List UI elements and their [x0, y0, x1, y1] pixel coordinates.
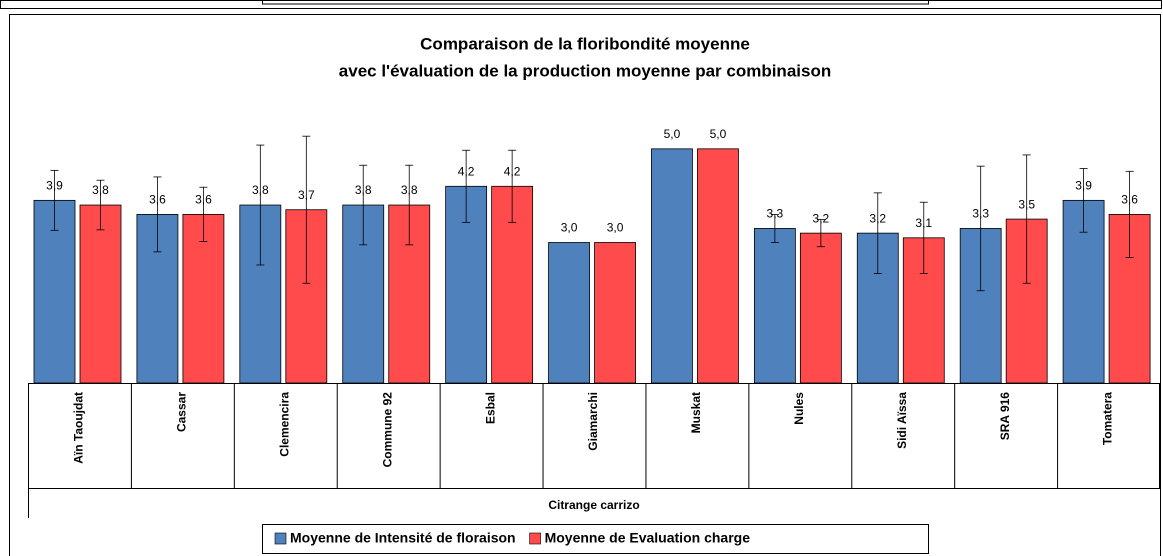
x-tick-label: Sidi Aïssa	[895, 392, 909, 449]
value-label: 3,6	[1121, 193, 1138, 207]
chart-subtitle: avec l'évaluation de la production moyen…	[339, 61, 831, 80]
error-bar	[976, 165, 985, 292]
error-bar	[153, 176, 162, 253]
error-bar	[405, 164, 414, 246]
legend	[262, 524, 929, 554]
error-bar	[1125, 170, 1134, 258]
bar	[594, 242, 636, 384]
error-bar	[96, 179, 105, 231]
legend-swatch	[274, 532, 287, 545]
value-label: 3,9	[46, 179, 63, 193]
value-label: 3,5	[1018, 197, 1035, 211]
value-label: 3,8	[401, 183, 418, 197]
value-label: 3,8	[252, 183, 269, 197]
value-label: 3,8	[355, 183, 372, 197]
value-label: 4,2	[458, 164, 475, 178]
error-bar	[919, 201, 928, 274]
x-tick-label: Nules	[792, 392, 806, 425]
legend-swatch	[529, 532, 541, 545]
value-label: 3,3	[972, 207, 989, 221]
error-bar	[1022, 154, 1031, 284]
value-label: 3,0	[561, 221, 578, 235]
bar	[799, 232, 842, 384]
bar	[79, 204, 122, 384]
legend-label: Moyenne de Intensité de floraison	[290, 530, 516, 546]
value-label: 4,2	[504, 164, 521, 178]
legend-label: Moyenne de Evaluation charge	[545, 530, 751, 546]
value-label: 3,9	[1075, 179, 1092, 193]
error-bar	[1079, 168, 1088, 233]
x-tick-label: Cassar	[175, 392, 189, 432]
value-label: 3,1	[915, 216, 932, 230]
value-label: 5,0	[664, 127, 681, 141]
value-label: 3,2	[869, 211, 886, 225]
error-bar	[50, 169, 59, 231]
group-label: Citrange carrizo	[548, 498, 639, 512]
value-label: 3,8	[92, 183, 109, 197]
x-tick-label: Esbal	[483, 392, 497, 424]
x-tick-label: Clemencira	[277, 392, 291, 457]
x-tick-label: Tomatera	[1101, 392, 1115, 445]
value-label: 3,2	[813, 211, 830, 225]
bar	[753, 228, 796, 384]
bar	[651, 148, 693, 384]
previous-legend	[262, 0, 929, 5]
value-label: 3,0	[607, 221, 624, 235]
error-bar	[816, 219, 825, 248]
value-label: 3,3	[767, 207, 784, 221]
value-label: 3,6	[195, 193, 212, 207]
value-label: 5,0	[710, 127, 727, 141]
x-tick-label: SRA 916	[998, 392, 1012, 441]
error-bar	[359, 164, 368, 246]
error-bar	[256, 144, 265, 266]
x-tick-label: Aïn Taoujdat	[72, 392, 86, 464]
bar	[697, 148, 739, 384]
error-bar	[873, 192, 882, 274]
value-label: 3,6	[149, 193, 166, 207]
bar	[548, 242, 590, 384]
error-bar	[462, 149, 471, 223]
x-tick-label: Muskat	[689, 392, 703, 433]
chart-title: Comparaison de la floribondité moyenne	[420, 34, 750, 53]
value-label: 3,7	[298, 188, 315, 202]
error-bar	[770, 213, 779, 243]
x-tick-label: Commune 92	[380, 392, 394, 468]
error-bar	[302, 135, 311, 284]
x-tick-label: Giamarchi	[586, 392, 600, 451]
error-bar	[199, 186, 208, 242]
error-bar	[508, 149, 517, 223]
